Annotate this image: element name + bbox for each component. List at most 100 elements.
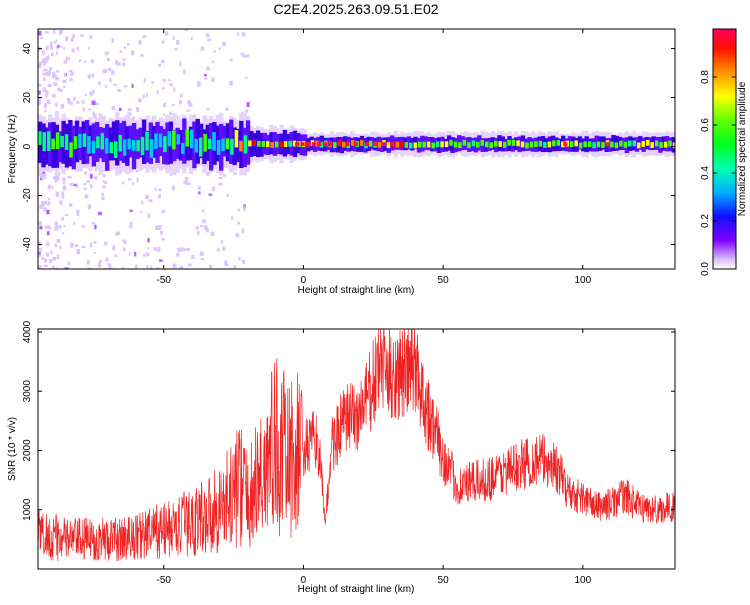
spectrogram-noise-cell [148,199,153,203]
spectrogram-core-cell [413,142,417,149]
spectrogram-core-cell [668,140,672,147]
spectrogram-core-cell [377,141,382,148]
spectrogram-band-cell [232,127,237,166]
spectrogram-noise-cell [222,246,226,251]
spectrogram-noise-cell [95,102,100,106]
spectrogram-noise-cell [104,52,108,56]
spectrogram-core-cell [480,139,485,146]
spectrogram-peak-cell [364,142,369,147]
spectrogram-noise-cell [216,248,221,252]
spectrogram-band-cell [487,137,492,151]
spectrogram-noise-cell [87,267,91,269]
spectrogram-noise-cell [146,265,149,269]
spectrogram-noise-cell [226,193,229,197]
spectrogram-noise-cell [145,194,149,200]
spectrogram-core-cell [234,130,239,148]
spectrogram-noise-cell [58,225,62,229]
spectrogram-noise-cell [198,191,201,195]
spectrogram-noise-cell [46,242,50,246]
spectrogram-noise-cell [84,194,89,199]
snr-plot: -50 0 50 100 1000 2000 3000 4000 Height of stra… [7,320,676,595]
spectrogram-noise-cell [76,212,80,216]
spectrogram-noise-cell [136,107,140,112]
spectrogram-noise-cell [48,197,51,201]
spectrogram-noise-cell [245,54,250,58]
spectrogram-noise-cell [74,244,79,247]
spectrogram-noise-cell [207,38,211,42]
spectrogram-core-cell [359,140,364,146]
spectrogram-peak-cell [373,142,378,147]
spectrogram-noise-cell [70,71,74,76]
spectrogram-noise-cell [123,85,128,88]
spectrogram-noise-cell [62,79,67,84]
spectrogram-noise-cell [41,50,46,55]
spectrogram-noise-cell [199,251,204,256]
spectrogram-core-cell [176,134,181,145]
spectrogram-peak-cell [605,142,610,147]
spectrogram-core-cell [69,142,73,158]
spectrogram-band-cell [151,125,157,158]
spectrogram-noise-cell [53,41,57,44]
spectrogram-band-cell [178,129,184,161]
spectrogram-noise-cell [117,89,121,92]
spectrogram-noise-cell [179,61,182,67]
spectrogram-core-cell [248,140,252,147]
spectrogram-noise-cell [162,102,167,108]
spectrogram-noise-cell [172,263,177,268]
spectrogram-noise-cell [49,41,53,47]
spectrogram-noise-cell [63,224,66,228]
spectrogram-noise-cell [167,79,171,82]
spectrogram-band-cell [272,132,278,156]
spectrogram-noise-cell [171,185,175,191]
spectrogram-noise-cell [107,263,112,268]
spectrogram-noise-cell [178,100,183,105]
spectrogram-noise-cell [162,87,165,90]
spectrogram-noise-cell [40,173,44,179]
spectrogram-noise-cell [135,169,139,173]
spectrogram-core-cell [516,140,520,147]
spectrogram-noise-cell [111,106,115,111]
spectrogram-noise-cell [157,194,162,199]
spectrogram-core-cell [400,141,404,148]
spectrogram-band-cell [259,132,264,157]
spectrogram-core-cell [592,142,596,149]
spectrogram-noise-cell [211,60,215,64]
spectrogram-noise-cell [107,67,112,72]
spectrogram-noise-cell [122,58,126,61]
spectrogram-ylabel: Frequency (Hz) [7,115,18,184]
spectrogram-noise-cell [169,172,172,177]
spectrogram-noise-cell [103,68,107,74]
spectrogram-noise-cell [147,247,150,250]
spectrogram-noise-cell [101,192,104,196]
spectrogram-band-cell [58,131,63,163]
spectrogram-noise-cell [119,169,122,174]
spectrogram-core-cell [426,141,431,148]
spectrogram-noise-cell [210,231,215,236]
spectrogram-noise-cell [157,247,161,252]
spectrogram-core-cell [663,141,668,148]
spectrogram-noise-cell [105,257,109,261]
spectrogram-band-cell [420,135,425,152]
spectrogram-core-cell [596,141,601,148]
spectrogram-noise-cell [155,225,159,230]
spectrogram-band-cell [567,136,573,152]
spectrogram-noise-cell [49,259,53,264]
spectrogram-noise-cell [55,191,60,197]
spectrogram-noise-cell [70,101,73,106]
spectrogram-noise-cell [89,173,93,179]
colorbar-axes: 0.0 0.2 0.4 0.6 0.8 [700,28,737,276]
spectrogram-noise-cell [229,80,233,86]
spectrogram-peak-cell [381,142,386,147]
spectrogram-core-cell [444,141,449,148]
spectrogram-noise-cell [57,44,60,48]
spectrogram-noise-cell [42,62,46,66]
spectrogram-core-cell [543,142,547,148]
spectrogram-noise-cell [132,116,135,122]
spectrogram-noise-cell [134,251,137,257]
spectrogram-noise-cell [116,62,121,66]
spectrogram-core-cell [270,141,274,148]
spectrogram-core-cell [529,141,534,148]
spectrogram-noise-cell [176,252,180,257]
spectrogram-noise-cell [94,176,98,180]
spectrogram-core-cell [610,141,614,148]
